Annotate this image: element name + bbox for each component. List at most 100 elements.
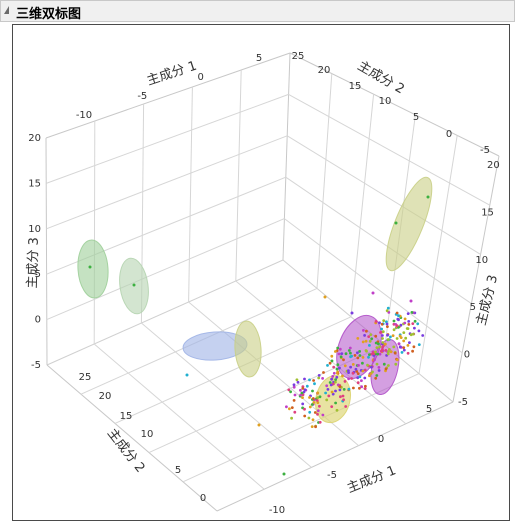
data-point xyxy=(323,295,327,299)
data-point xyxy=(295,378,299,382)
data-point xyxy=(360,385,363,389)
data-point xyxy=(406,312,410,315)
data-point xyxy=(393,351,397,355)
data-point xyxy=(335,408,339,412)
data-point xyxy=(289,390,292,394)
disclosure-triangle-icon[interactable] xyxy=(4,6,9,14)
data-point xyxy=(357,364,360,367)
data-point xyxy=(406,351,410,355)
data-point xyxy=(338,347,342,351)
data-point xyxy=(386,333,389,337)
pc2-tick-top: 10 xyxy=(379,96,392,107)
data-point xyxy=(368,344,371,347)
data-point xyxy=(391,334,395,337)
data-point xyxy=(292,385,296,389)
floor-grid-a xyxy=(235,280,407,425)
data-point xyxy=(352,386,355,390)
data-point xyxy=(325,384,329,388)
data-point xyxy=(385,309,389,313)
data-point xyxy=(361,356,365,359)
data-point xyxy=(380,327,383,331)
data-point xyxy=(287,388,291,392)
data-point xyxy=(335,375,339,379)
data-point xyxy=(361,369,365,373)
data-point xyxy=(334,389,337,393)
data-point xyxy=(409,299,413,303)
data-point xyxy=(355,370,359,373)
data-point xyxy=(409,333,413,337)
data-point xyxy=(382,319,386,322)
floor-front-edge xyxy=(216,401,454,512)
data-point xyxy=(356,337,360,340)
right-wall-vertical xyxy=(350,94,375,317)
data-point xyxy=(300,391,304,395)
data-point xyxy=(413,326,416,330)
data-point xyxy=(356,372,360,375)
pc3-tick-left: 10 xyxy=(28,224,41,235)
pc1-tick-top: 5 xyxy=(256,53,262,64)
data-point xyxy=(361,340,365,344)
data-point xyxy=(374,376,378,380)
data-point xyxy=(335,367,339,371)
pc1-axis-label-top: 主成分 1 xyxy=(145,59,199,89)
right-wall-vertical xyxy=(316,73,333,289)
data-point xyxy=(411,349,414,353)
pc2-tick-front: 0 xyxy=(200,493,206,504)
data-point xyxy=(417,329,421,333)
data-point xyxy=(321,413,325,417)
data-point xyxy=(371,370,374,374)
pc3-tick-left: 20 xyxy=(28,133,41,144)
data-point xyxy=(389,335,392,339)
data-point xyxy=(354,367,358,371)
data-point xyxy=(392,319,396,323)
data-point xyxy=(375,362,379,366)
data-point xyxy=(367,355,370,359)
pc2-tick-front: 20 xyxy=(99,391,112,402)
data-point xyxy=(369,333,373,337)
data-point xyxy=(318,404,321,408)
biplot-3d-svg[interactable]: 20 15 10 5 0 -5 20 15 10 5 0 -5 -10 -5 0 5 25 20 15 10 5 0 -5 2… xyxy=(13,25,509,520)
data-point xyxy=(312,401,316,404)
right-wall-horizontal xyxy=(286,135,481,255)
data-point xyxy=(288,407,291,411)
data-point xyxy=(301,396,304,399)
data-point xyxy=(353,354,357,357)
floor-grid-a xyxy=(93,343,265,490)
data-point xyxy=(338,385,342,388)
data-point xyxy=(327,394,331,398)
data-point xyxy=(395,324,399,328)
data-point xyxy=(336,363,340,367)
data-point xyxy=(303,414,307,418)
data-point xyxy=(310,425,314,428)
data-point xyxy=(374,320,378,323)
data-point xyxy=(339,355,343,359)
data-point xyxy=(395,311,399,315)
plot-frame[interactable]: 20 15 10 5 0 -5 20 15 10 5 0 -5 -10 -5 0 5 25 20 15 10 5 0 -5 2… xyxy=(12,24,510,521)
data-point xyxy=(308,396,311,399)
data-point xyxy=(332,365,336,369)
pc2-tick-top: 5 xyxy=(413,112,419,123)
data-point xyxy=(339,395,342,399)
data-point xyxy=(293,410,297,414)
right-wall-horizontal xyxy=(285,176,472,305)
floor-grid-a xyxy=(141,322,312,468)
data-point xyxy=(302,390,306,394)
data-point xyxy=(299,393,302,397)
data-point xyxy=(303,377,306,381)
data-point xyxy=(308,410,312,414)
data-point xyxy=(399,323,403,327)
data-point xyxy=(347,349,351,352)
back-wall-vertical xyxy=(93,120,96,345)
data-point xyxy=(311,418,315,422)
grid-lines xyxy=(45,52,500,512)
pc2-tick-top: 25 xyxy=(292,51,305,62)
back-wall-vertical xyxy=(235,69,242,282)
data-point xyxy=(322,371,325,374)
data-point xyxy=(351,363,355,366)
data-point xyxy=(321,377,324,380)
data-point xyxy=(311,389,314,393)
data-point xyxy=(387,364,390,367)
data-point xyxy=(356,381,360,385)
data-point xyxy=(344,352,348,356)
data-point xyxy=(307,416,311,420)
